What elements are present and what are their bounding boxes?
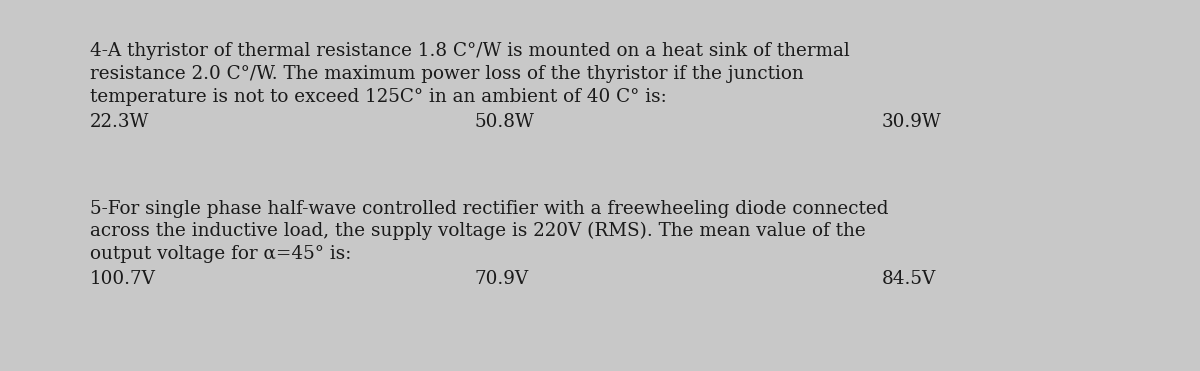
Text: temperature is not to exceed 125C° in an ambient of 40 C° is:: temperature is not to exceed 125C° in an… [90,88,667,106]
Text: 22.3W: 22.3W [90,113,149,131]
Text: 100.7V: 100.7V [90,270,156,288]
Text: 5-For single phase half-wave controlled rectifier with a freewheeling diode conn: 5-For single phase half-wave controlled … [90,200,888,218]
Text: 4-A thyristor of thermal resistance 1.8 C°/W is mounted on a heat sink of therma: 4-A thyristor of thermal resistance 1.8 … [90,42,850,60]
Text: 50.8W: 50.8W [474,113,534,131]
Text: 30.9W: 30.9W [882,113,942,131]
Text: resistance 2.0 C°/W. The maximum power loss of the thyristor if the junction: resistance 2.0 C°/W. The maximum power l… [90,65,804,83]
Text: 84.5V: 84.5V [882,270,936,288]
Text: across the inductive load, the supply voltage is 220V (RMS). The mean value of t: across the inductive load, the supply vo… [90,222,865,240]
Text: 70.9V: 70.9V [474,270,528,288]
Text: output voltage for α=45° is:: output voltage for α=45° is: [90,245,352,263]
